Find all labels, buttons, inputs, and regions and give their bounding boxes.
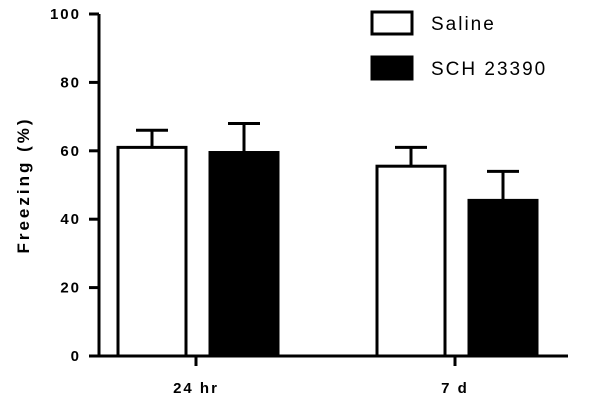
y-tick-label: 20 <box>60 280 81 297</box>
y-tick-label: 80 <box>60 74 81 91</box>
bar-sch23390-24hr <box>208 151 280 358</box>
bar-saline-24hr <box>116 145 188 358</box>
legend-swatch-sch23390 <box>370 55 414 81</box>
y-tick-label: 60 <box>60 143 81 160</box>
legend-label-sch23390: SCH 23390 <box>431 59 547 80</box>
y-axis-label: Freezing (%) <box>14 116 33 253</box>
y-ticks-layer: 0 20 40 60 80 100 <box>50 6 99 365</box>
legend-swatch-saline <box>370 10 414 36</box>
x-tick-label: 7 d <box>441 380 469 397</box>
y-tick-label: 40 <box>60 211 81 228</box>
legend-label-saline: Saline <box>431 14 496 35</box>
y-tick-label: 0 <box>71 348 81 365</box>
bar-saline-7d <box>375 164 447 358</box>
x-ticks-layer: 24 hr 7 d <box>173 356 469 397</box>
y-tick-label: 100 <box>50 6 81 23</box>
legend: Saline SCH 23390 <box>370 10 547 81</box>
axes-layer <box>97 14 568 358</box>
bars-layer <box>116 145 539 358</box>
error-bars-layer <box>136 121 519 201</box>
x-tick-label: 24 hr <box>173 380 219 397</box>
bar-sch23390-7d <box>467 198 539 358</box>
